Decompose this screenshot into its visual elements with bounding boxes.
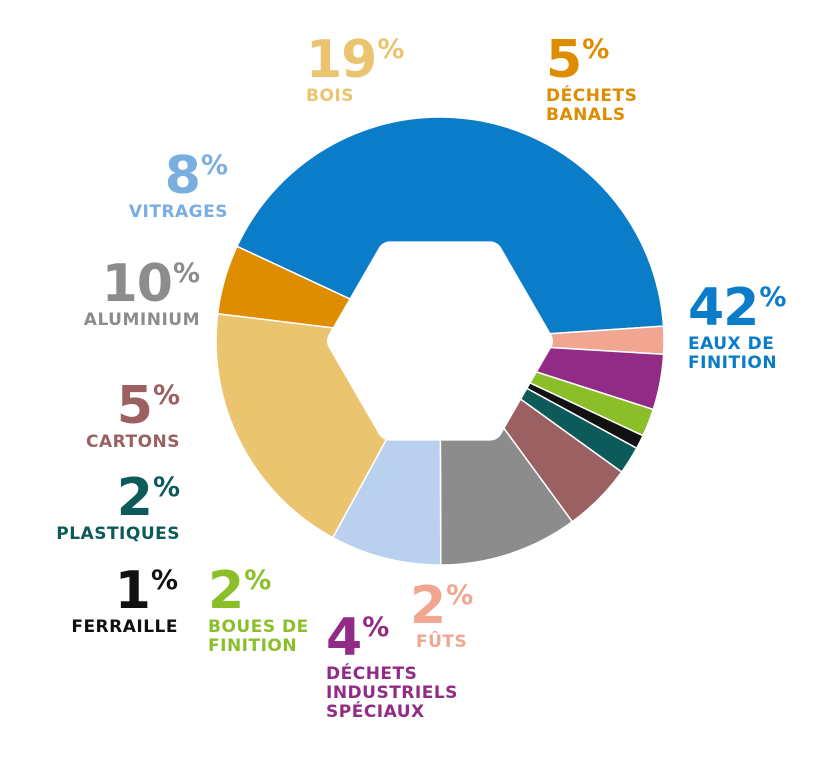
value-cartons: 5% — [116, 376, 180, 436]
label-bois: 19% BOIS — [306, 34, 404, 106]
value-dechets-industriels: 4% — [326, 608, 390, 668]
name-bois: BOIS — [306, 86, 354, 106]
label-futs: 2% FÛTS — [410, 580, 473, 652]
name-aluminium: ALUMINIUM — [83, 310, 200, 330]
name-ferraille: FERRAILLE — [71, 617, 178, 637]
label-dechets-industriels: 4% DÉCHETS INDUSTRIELS SPÉCIAUX — [326, 612, 476, 722]
value-ferraille: 1% — [114, 561, 178, 621]
name-dechets-banals: DÉCHETS BANALS — [546, 86, 638, 126]
label-cartons: 5% CARTONS — [86, 380, 180, 452]
value-bois: 19% — [306, 30, 405, 90]
label-ferraille: 1% FERRAILLE — [71, 565, 178, 637]
name-dechets-industriels: DÉCHETS INDUSTRIELS SPÉCIAUX — [326, 664, 458, 723]
value-dechets-banals: 5% — [546, 30, 610, 90]
name-futs: FÛTS — [416, 632, 468, 652]
label-boues-de-finition: 2% BOUES DE FINITION — [208, 565, 318, 656]
value-vitrages: 8% — [164, 146, 228, 206]
value-eaux-de-finition: 42% — [688, 278, 787, 338]
name-vitrages: VITRAGES — [128, 202, 228, 222]
label-dechets-banals: 5% DÉCHETS BANALS — [546, 34, 646, 125]
label-vitrages: 8% VITRAGES — [129, 150, 228, 222]
slice-0 — [235, 116, 665, 342]
value-plastiques: 2% — [116, 468, 180, 528]
hexagon-hole — [327, 241, 553, 441]
name-plastiques: PLASTIQUES — [56, 524, 180, 544]
label-eaux-de-finition: 42% EAUX DE FINITION — [688, 282, 798, 373]
label-plastiques: 2% PLASTIQUES — [56, 472, 180, 544]
name-cartons: CARTONS — [86, 432, 180, 452]
name-boues-de-finition: BOUES DE FINITION — [208, 617, 309, 657]
name-eaux-de-finition: EAUX DE FINITION — [688, 334, 778, 374]
value-futs: 2% — [410, 576, 474, 636]
label-aluminium: 10% ALUMINIUM — [84, 258, 200, 330]
value-boues-de-finition: 2% — [208, 561, 272, 621]
value-aluminium: 10% — [101, 254, 200, 314]
